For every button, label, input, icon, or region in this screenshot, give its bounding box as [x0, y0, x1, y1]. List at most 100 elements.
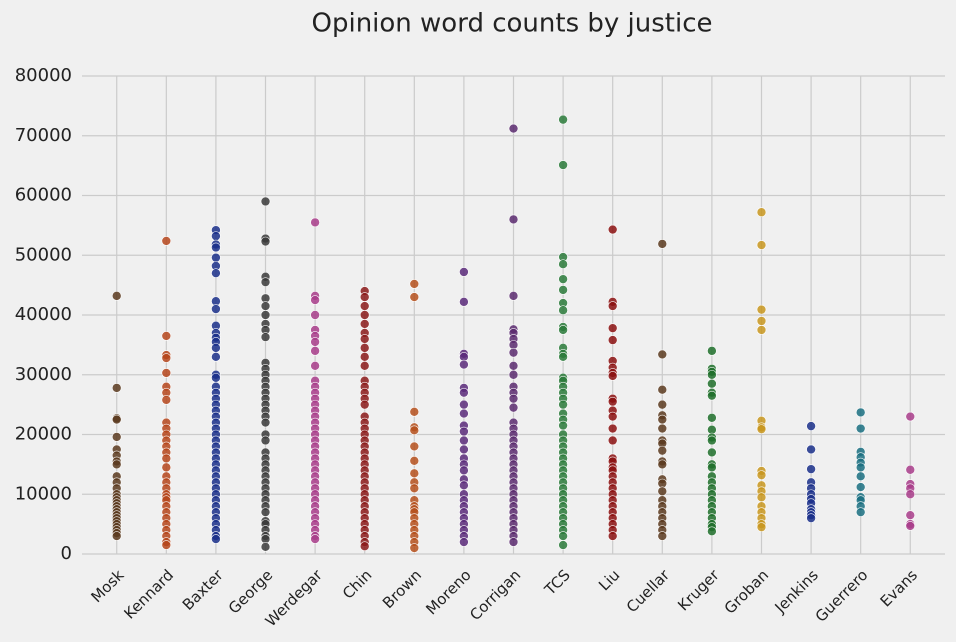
y-tick-label: 50000 — [15, 244, 72, 265]
point — [359, 310, 370, 320]
point — [607, 323, 618, 333]
point — [359, 319, 370, 329]
point — [607, 396, 618, 407]
point — [558, 420, 568, 431]
point — [409, 441, 420, 452]
point — [111, 432, 122, 442]
point — [459, 444, 469, 455]
point — [211, 372, 221, 383]
point — [161, 331, 172, 341]
point — [508, 360, 519, 371]
point — [657, 239, 668, 249]
point — [409, 279, 420, 289]
point — [161, 353, 172, 363]
point — [756, 522, 767, 532]
point — [756, 316, 767, 326]
point — [310, 337, 320, 347]
point — [607, 335, 618, 345]
point — [310, 534, 320, 544]
point — [260, 310, 271, 320]
point — [905, 464, 916, 475]
point — [558, 305, 568, 316]
y-tick-label: 80000 — [15, 65, 72, 86]
point — [459, 359, 469, 370]
point — [508, 402, 519, 413]
point — [707, 390, 717, 401]
chart-title: Opinion word counts by justice — [312, 9, 713, 39]
point — [409, 543, 420, 553]
point — [707, 526, 717, 537]
point — [508, 393, 519, 404]
point — [409, 468, 420, 479]
point — [508, 369, 519, 380]
point — [905, 489, 916, 500]
point — [607, 531, 618, 541]
point — [657, 459, 668, 470]
point — [211, 352, 221, 362]
point — [855, 507, 866, 517]
point — [260, 507, 271, 517]
point — [359, 360, 370, 371]
point — [756, 470, 767, 480]
point — [558, 160, 568, 170]
point — [359, 352, 370, 362]
point — [707, 378, 717, 389]
point — [558, 285, 568, 295]
point — [657, 384, 668, 395]
point — [359, 541, 370, 552]
point — [558, 259, 568, 270]
y-tick-label: 30000 — [15, 364, 72, 385]
point — [211, 231, 221, 241]
point — [508, 123, 519, 134]
point — [707, 369, 717, 380]
point — [657, 486, 668, 497]
point — [260, 196, 271, 207]
point — [756, 304, 767, 315]
point — [211, 304, 221, 314]
point — [657, 414, 668, 425]
point — [756, 240, 767, 250]
point — [211, 242, 221, 253]
point — [260, 236, 271, 247]
point — [657, 399, 668, 410]
point — [806, 464, 816, 474]
point — [707, 412, 717, 423]
point — [310, 310, 320, 320]
point — [111, 291, 122, 301]
point — [707, 346, 717, 356]
point — [161, 462, 172, 473]
point — [211, 268, 221, 278]
point — [558, 399, 568, 410]
point — [855, 423, 866, 434]
point — [657, 423, 668, 434]
point — [459, 408, 469, 419]
point — [607, 224, 618, 235]
point — [558, 540, 568, 550]
point — [459, 399, 469, 410]
point — [459, 537, 469, 547]
point — [310, 346, 320, 356]
point — [855, 482, 866, 492]
point — [260, 332, 271, 342]
y-tick-label: 0 — [61, 543, 72, 564]
point — [111, 531, 122, 541]
point — [260, 417, 271, 428]
point — [211, 252, 221, 263]
point — [508, 291, 519, 301]
point — [607, 371, 618, 381]
point — [756, 492, 767, 503]
point — [409, 406, 420, 417]
point — [161, 236, 172, 246]
point — [359, 292, 370, 302]
point — [260, 435, 271, 446]
point — [359, 399, 370, 410]
point — [707, 435, 717, 446]
point — [359, 334, 370, 344]
point — [607, 423, 618, 434]
point — [409, 292, 420, 302]
point — [310, 217, 320, 228]
y-tick-label: 70000 — [15, 125, 72, 146]
point — [459, 297, 469, 307]
point — [310, 295, 320, 305]
point — [756, 325, 767, 335]
